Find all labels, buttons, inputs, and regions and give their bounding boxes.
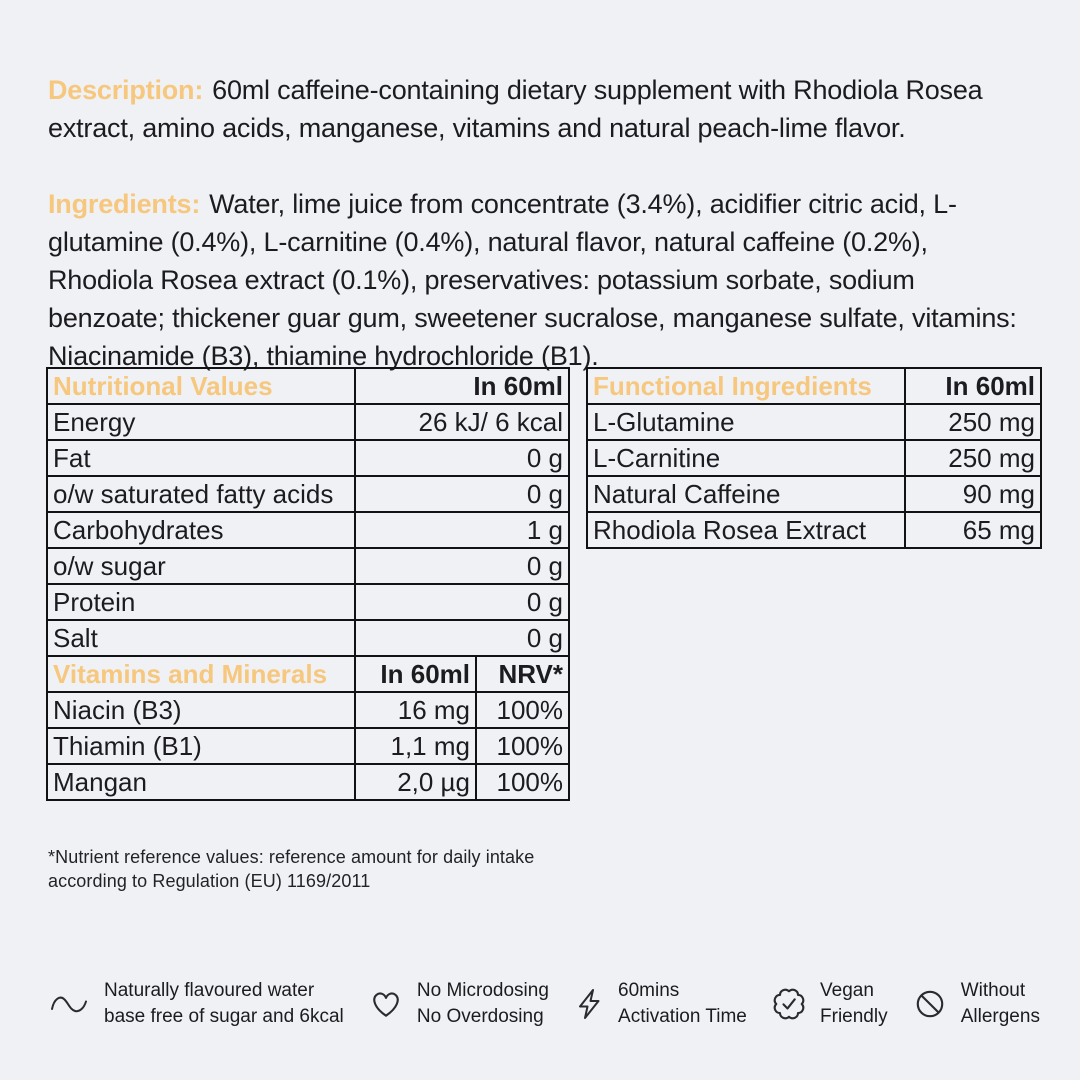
ingredients-paragraph: Ingredients: Water, lime juice from conce… xyxy=(48,185,1036,375)
functional-unit-header: In 60ml xyxy=(904,367,1042,405)
table-row: L-Carnitine 250 mg xyxy=(586,439,1042,477)
nutrient-value: 0 g xyxy=(354,439,570,477)
vitamin-name: Mangan xyxy=(46,763,356,801)
features-bar: Naturally flavoured water base free of s… xyxy=(48,978,1040,1030)
nrv-footnote: *Nutrient reference values: reference am… xyxy=(48,847,535,891)
functional-value: 90 mg xyxy=(904,475,1042,513)
functional-ingredients-table: Functional Ingredients In 60ml L-Glutami… xyxy=(586,367,1042,549)
functional-name: L-Carnitine xyxy=(586,439,906,477)
nutrient-value: 0 g xyxy=(354,475,570,513)
table-row: Thiamin (B1) 1,1 mg 100% xyxy=(46,727,570,765)
table-row: Rhodiola Rosea Extract 65 mg xyxy=(586,511,1042,549)
table-row: Mangan 2,0 µg 100% xyxy=(46,763,570,801)
description-paragraph: Description: 60ml caffeine-containing die… xyxy=(48,71,1036,147)
nutrient-name: Salt xyxy=(46,619,356,657)
nutrient-name: Protein xyxy=(46,583,356,621)
feature-label: Vegan Friendly xyxy=(820,980,888,1027)
wave-icon xyxy=(48,988,90,1020)
table-row: Nutritional Values In 60ml xyxy=(46,367,570,405)
nrv-header: NRV* xyxy=(475,655,570,693)
vitamin-nrv: 100% xyxy=(475,727,570,765)
nutrient-value: 0 g xyxy=(354,583,570,621)
feature-without-allergens: Without Allergens xyxy=(913,978,1040,1030)
table-row: o/w saturated fatty acids 0 g xyxy=(46,475,570,513)
vitamins-minerals-title: Vitamins and Minerals xyxy=(46,655,356,693)
nutrient-value: 26 kJ/ 6 kcal xyxy=(354,403,570,441)
ingredients-label: Ingredients: xyxy=(48,189,201,219)
table-row: Energy 26 kJ/ 6 kcal xyxy=(46,403,570,441)
functional-name: L-Glutamine xyxy=(586,403,906,441)
vitamin-nrv: 100% xyxy=(475,691,570,729)
nutrient-name: Fat xyxy=(46,439,356,477)
feature-label: 60mins Activation Time xyxy=(618,980,747,1027)
feature-vegan: Vegan Friendly xyxy=(772,978,888,1030)
nutrient-name: Energy xyxy=(46,403,356,441)
nutrient-name: o/w sugar xyxy=(46,547,356,585)
functional-value: 250 mg xyxy=(904,403,1042,441)
nutrient-value: 0 g xyxy=(354,619,570,657)
functional-name: Natural Caffeine xyxy=(586,475,906,513)
vitamin-name: Niacin (B3) xyxy=(46,691,356,729)
functional-value: 65 mg xyxy=(904,511,1042,549)
nutrient-name: Carbohydrates xyxy=(46,511,356,549)
functional-ingredients-title: Functional Ingredients xyxy=(586,367,906,405)
table-row: Niacin (B3) 16 mg 100% xyxy=(46,691,570,729)
feature-label: Naturally flavoured water base free of s… xyxy=(104,980,344,1027)
lightning-icon xyxy=(574,987,604,1021)
feature-no-microdosing: No Microdosing No Overdosing xyxy=(369,978,549,1030)
description-label: Description: xyxy=(48,75,204,105)
functional-value: 250 mg xyxy=(904,439,1042,477)
nutritional-values-table: Nutritional Values In 60ml Energy 26 kJ/… xyxy=(46,367,570,801)
nutrient-value: 0 g xyxy=(354,547,570,585)
feature-label: No Microdosing No Overdosing xyxy=(416,980,549,1027)
table-row: Protein 0 g xyxy=(46,583,570,621)
description-text: 60ml caffeine-containing dietary supplem… xyxy=(48,75,983,143)
vegan-badge-icon xyxy=(772,987,806,1021)
vitamin-name: Thiamin (B1) xyxy=(46,727,356,765)
table-row: Natural Caffeine 90 mg xyxy=(586,475,1042,513)
table-row: Vitamins and Minerals In 60ml NRV* xyxy=(46,655,570,693)
nutritional-values-title: Nutritional Values xyxy=(46,367,356,405)
vitamin-nrv: 100% xyxy=(475,763,570,801)
heart-icon xyxy=(369,987,403,1021)
table-row: Functional Ingredients In 60ml xyxy=(586,367,1042,405)
nutrient-name: o/w saturated fatty acids xyxy=(46,475,356,513)
vitamin-value: 16 mg xyxy=(354,691,477,729)
table-row: Salt 0 g xyxy=(46,619,570,657)
feature-label: Without Allergens xyxy=(960,980,1040,1027)
vitamin-value: 2,0 µg xyxy=(354,763,477,801)
table-row: Fat 0 g xyxy=(46,439,570,477)
table-row: L-Glutamine 250 mg xyxy=(586,403,1042,441)
nutrient-value: 1 g xyxy=(354,511,570,549)
vitamin-value: 1,1 mg xyxy=(354,727,477,765)
table-row: o/w sugar 0 g xyxy=(46,547,570,585)
vitamins-unit-header: In 60ml xyxy=(354,655,477,693)
feature-natural-water: Naturally flavoured water base free of s… xyxy=(48,978,344,1030)
feature-activation-time: 60mins Activation Time xyxy=(574,978,747,1030)
no-allergens-icon xyxy=(913,987,947,1021)
functional-name: Rhodiola Rosea Extract xyxy=(586,511,906,549)
ingredients-text: Water, lime juice from concentrate (3.4%… xyxy=(48,189,1017,371)
nutrition-unit-header: In 60ml xyxy=(354,367,570,405)
table-row: Carbohydrates 1 g xyxy=(46,511,570,549)
